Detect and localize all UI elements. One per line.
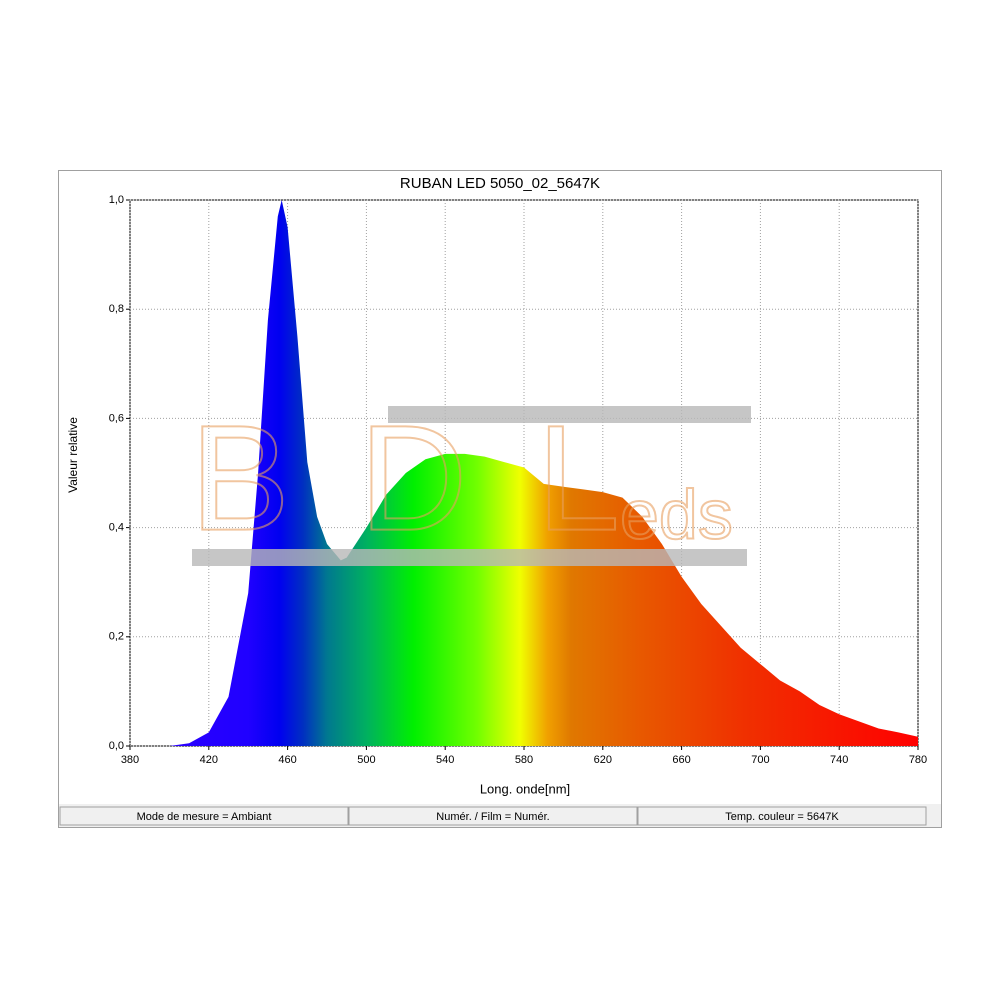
x-tick-label: 420 [200,754,218,766]
watermark-bar [192,549,747,566]
x-tick-label: 700 [751,754,769,766]
y-tick-label: 1,0 [109,194,124,206]
status-text: Mode de mesure = Ambiant [137,811,272,823]
y-tick-label: 0,8 [109,303,124,315]
y-axis-label: Valeur relative [66,417,80,493]
x-tick-label: 660 [672,754,690,766]
y-tick-label: 0,4 [109,522,124,534]
x-tick-label: 380 [121,754,139,766]
y-tick-label: 0,6 [109,412,124,424]
status-text: Numér. / Film = Numér. [436,811,549,823]
x-tick-label: 460 [278,754,296,766]
status-field [59,806,349,826]
watermark-bar [388,406,751,423]
x-tick-label: 540 [436,754,454,766]
watermark: eds [620,475,733,553]
x-tick-label: 500 [357,754,375,766]
y-tick-label: 0,0 [109,740,124,752]
chart-title: RUBAN LED 5050_02_5647K [400,175,600,192]
status-text: Temp. couleur = 5647K [725,811,839,823]
x-tick-label: 620 [594,754,612,766]
x-tick-label: 580 [515,754,533,766]
series [130,200,918,746]
watermark: BDL [190,394,620,562]
x-tick-label: 780 [909,754,927,766]
spectrum-area [130,200,918,746]
status-field [348,806,638,826]
status-field [637,806,927,826]
x-axis-label: Long. onde[nm] [480,781,570,796]
y-tick-label: 0,2 [109,631,124,643]
x-tick-label: 740 [830,754,848,766]
status-fields: Mode de mesure = Ambiant Numér. / Film = … [59,806,927,826]
